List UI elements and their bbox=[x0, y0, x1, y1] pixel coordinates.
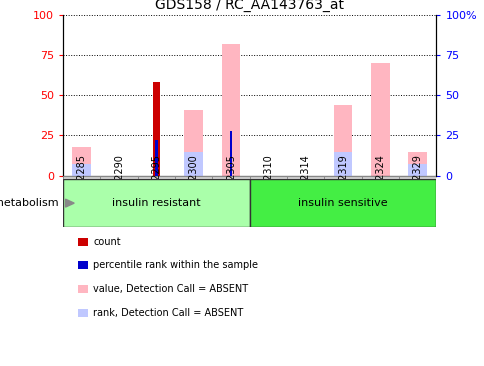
Bar bbox=[137, 176, 175, 179]
Bar bbox=[155, 140, 157, 176]
Bar bbox=[229, 131, 232, 176]
Text: rank, Detection Call = ABSENT: rank, Detection Call = ABSENT bbox=[93, 308, 243, 318]
Text: GSM2300: GSM2300 bbox=[188, 154, 198, 201]
Bar bbox=[287, 176, 324, 179]
Text: percentile rank within the sample: percentile rank within the sample bbox=[93, 260, 257, 270]
Text: count: count bbox=[93, 236, 121, 247]
Text: GSM2290: GSM2290 bbox=[114, 154, 124, 201]
Text: value, Detection Call = ABSENT: value, Detection Call = ABSENT bbox=[93, 284, 248, 294]
Bar bbox=[184, 110, 203, 176]
Bar bbox=[333, 152, 352, 176]
Text: GSM2285: GSM2285 bbox=[76, 154, 87, 201]
Bar bbox=[63, 176, 100, 179]
Text: GSM2295: GSM2295 bbox=[151, 154, 161, 201]
Bar bbox=[249, 179, 436, 227]
Text: GSM2329: GSM2329 bbox=[412, 154, 422, 201]
Text: metabolism: metabolism bbox=[0, 198, 58, 208]
Bar bbox=[184, 152, 203, 176]
Bar bbox=[408, 152, 426, 176]
Bar bbox=[153, 82, 159, 176]
Bar bbox=[361, 176, 398, 179]
Text: GSM2319: GSM2319 bbox=[337, 154, 348, 201]
Title: GDS158 / RC_AA143763_at: GDS158 / RC_AA143763_at bbox=[155, 0, 344, 12]
Text: insulin resistant: insulin resistant bbox=[112, 198, 200, 208]
Bar bbox=[175, 176, 212, 179]
Bar bbox=[408, 164, 426, 176]
Bar bbox=[72, 164, 91, 176]
Text: GSM2310: GSM2310 bbox=[263, 154, 273, 201]
Bar bbox=[63, 179, 249, 227]
Bar bbox=[333, 105, 352, 176]
Text: GSM2305: GSM2305 bbox=[226, 154, 236, 201]
Bar bbox=[370, 63, 389, 176]
Bar bbox=[398, 176, 436, 179]
Text: insulin sensitive: insulin sensitive bbox=[298, 198, 387, 208]
Bar bbox=[212, 176, 249, 179]
Text: GSM2314: GSM2314 bbox=[300, 154, 310, 201]
Bar bbox=[324, 176, 361, 179]
Bar bbox=[72, 147, 91, 176]
Text: GSM2324: GSM2324 bbox=[375, 154, 385, 201]
Bar bbox=[249, 176, 287, 179]
Bar bbox=[221, 44, 240, 176]
Bar bbox=[100, 176, 137, 179]
